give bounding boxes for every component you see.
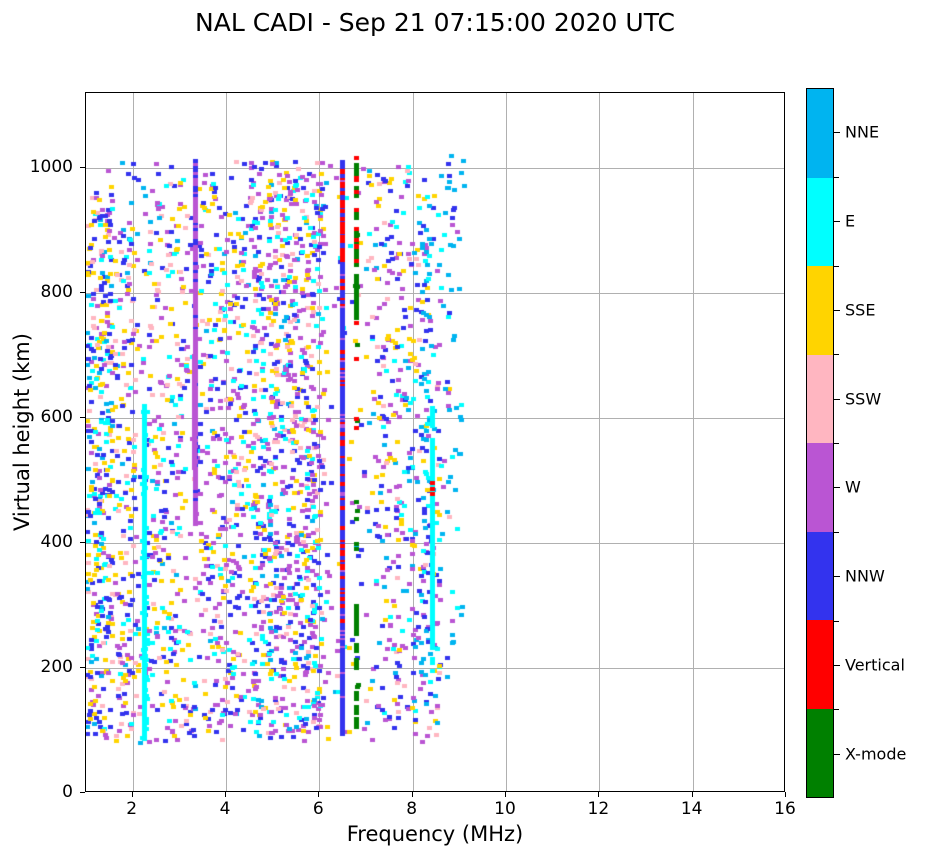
- y-tick-mark: [80, 417, 85, 418]
- x-tick-label: 14: [680, 799, 703, 819]
- y-axis-label: Virtual height (km): [10, 333, 34, 531]
- colorbar-tick-mark: [834, 753, 840, 755]
- colorbar-band-ssw: [807, 354, 833, 443]
- y-tick-mark: [80, 292, 85, 293]
- y-tick-label: 400: [40, 532, 73, 552]
- x-tick-label: 6: [312, 799, 324, 819]
- y-tick-mark: [80, 792, 85, 793]
- x-tick-label: 2: [126, 799, 138, 819]
- colorbar-label-sse: SSE: [845, 300, 876, 320]
- colorbar-band-sse: [807, 266, 833, 355]
- y-tick-label: 800: [40, 282, 73, 302]
- colorbar-tick-mark: [834, 221, 840, 223]
- colorbar-band-vertical: [807, 620, 833, 709]
- y-tick-label: 600: [40, 407, 73, 427]
- colorbar-boundary-tick: [834, 709, 839, 711]
- colorbar-label-w: W: [845, 477, 861, 497]
- x-tick-mark: [691, 792, 693, 797]
- colorbar-band-nnw: [807, 531, 833, 620]
- scatter-plot-canvas: [86, 93, 784, 791]
- y-tick-mark: [80, 542, 85, 543]
- x-tick-mark: [598, 792, 600, 797]
- colorbar-boundary-tick: [834, 620, 839, 622]
- colorbar-boundary-tick: [834, 443, 839, 444]
- y-tick-label: 0: [62, 782, 73, 802]
- colorbar-band-e: [807, 177, 833, 266]
- y-tick-label: 1000: [29, 157, 73, 177]
- y-tick-mark: [80, 167, 85, 168]
- colorbar-tick-mark: [834, 398, 840, 400]
- y-tick-label: 200: [40, 657, 73, 677]
- colorbar-label-vertical: Vertical: [845, 655, 905, 675]
- x-tick-mark: [225, 792, 226, 797]
- colorbar-label-ssw: SSW: [845, 389, 882, 409]
- x-tick-mark: [785, 792, 786, 797]
- colorbar-label-e: E: [845, 211, 856, 231]
- colorbar-band-nne: [807, 89, 833, 178]
- x-tick-label: 16: [774, 799, 796, 819]
- x-tick-mark: [318, 792, 320, 797]
- x-tick-label: 8: [406, 799, 418, 819]
- colorbar-tick-mark: [834, 487, 840, 489]
- x-tick-label: 4: [219, 799, 231, 819]
- colorbar-tick-mark: [834, 309, 840, 311]
- page-title: NAL CADI - Sep 21 07:15:00 2020 UTC: [195, 8, 675, 37]
- colorbar-boundary-tick: [834, 176, 839, 178]
- colorbar-label-nne: NNE: [845, 122, 880, 142]
- x-tick-mark: [505, 792, 506, 797]
- colorbar-label-nnw: NNW: [845, 566, 885, 586]
- x-tick-mark: [411, 792, 413, 797]
- colorbar-tick-mark: [834, 576, 840, 578]
- y-tick-mark: [80, 667, 85, 668]
- colorbar-boundary-tick: [834, 265, 839, 267]
- colorbar-tick-mark: [834, 664, 840, 666]
- colorbar-label-x-mode: X-mode: [845, 744, 907, 764]
- colorbar-band-x-mode: [807, 708, 833, 797]
- colorbar-tick-mark: [834, 132, 840, 134]
- colorbar-boundary-tick: [834, 354, 839, 356]
- x-tick-mark: [131, 792, 133, 797]
- colorbar: [806, 88, 834, 798]
- x-tick-label: 12: [587, 799, 610, 819]
- colorbar-band-w: [807, 443, 833, 532]
- colorbar-boundary-tick: [834, 531, 839, 533]
- x-tick-label: 10: [494, 799, 516, 819]
- x-axis-label: Frequency (MHz): [346, 822, 524, 846]
- plot-area: [85, 92, 785, 792]
